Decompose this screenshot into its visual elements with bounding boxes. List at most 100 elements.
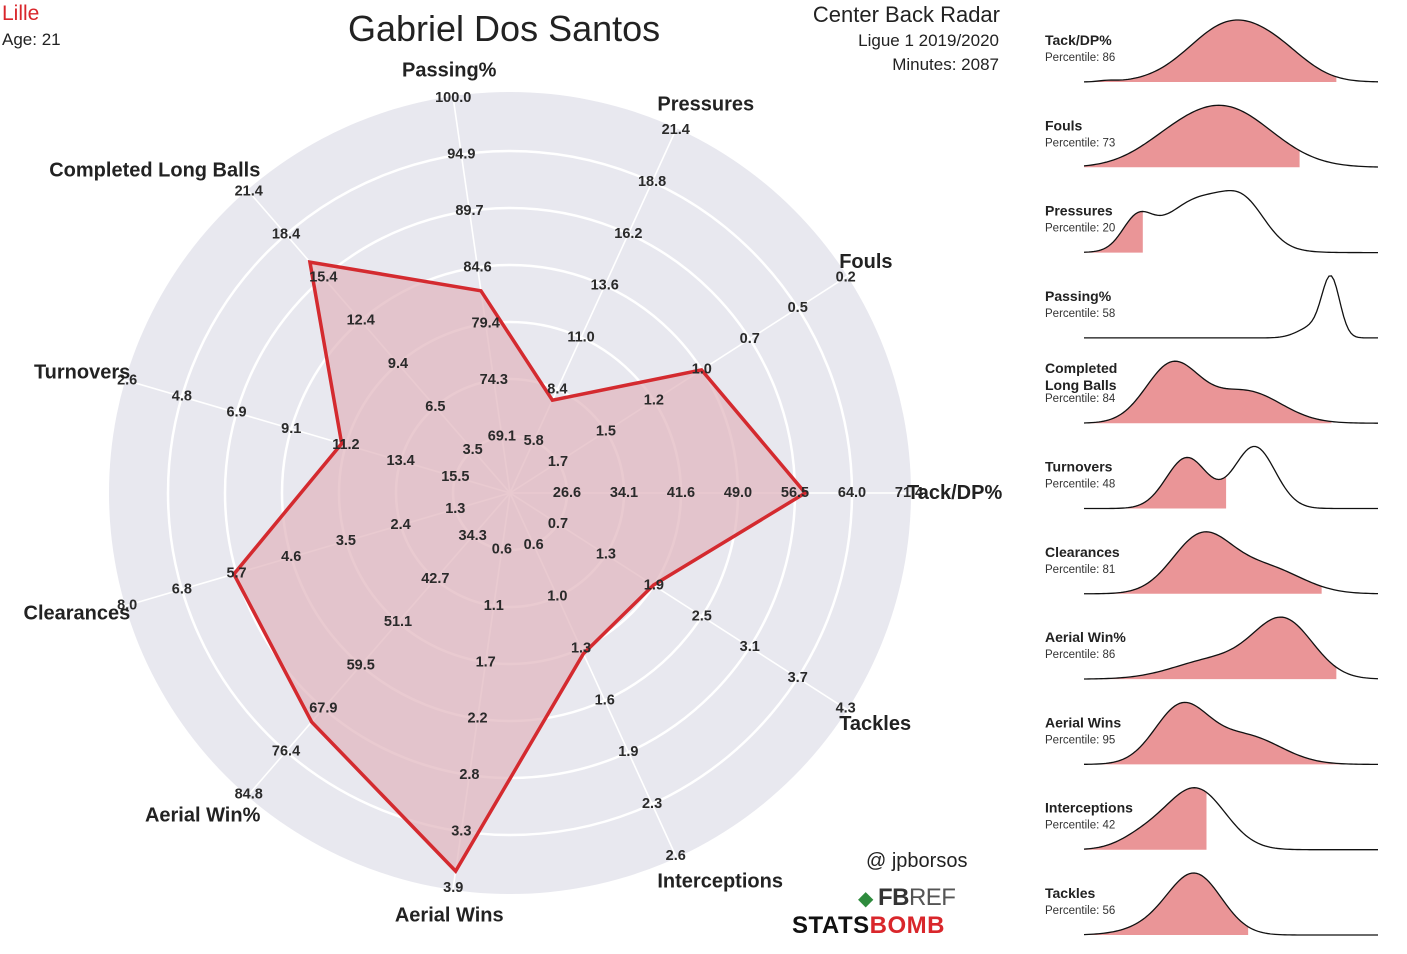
radar-tick-label: 15.5	[441, 469, 469, 485]
radar-tick-label: 6.5	[425, 399, 445, 415]
league-season: Ligue 1 2019/2020	[858, 31, 999, 50]
kde-metric-label: Clearances	[1045, 544, 1120, 560]
radar-tick-label: 84.6	[463, 259, 491, 275]
radar-tick-label: 16.2	[614, 226, 642, 242]
radar-tick-label: 21.4	[235, 183, 263, 199]
radar-tick-label: 1.7	[548, 454, 568, 470]
kde-fill-area	[1084, 531, 1322, 594]
radar-tick-label: 12.4	[347, 313, 375, 329]
kde-percentile-label: Percentile: 20	[1045, 223, 1115, 235]
radar-tick-label: 0.6	[492, 541, 512, 557]
kde-metric-label: Tack/DP%	[1045, 32, 1112, 48]
radar-tick-label: 0.2	[836, 269, 856, 285]
kde-fill-area	[1084, 457, 1227, 509]
radar-tick-label: 84.8	[235, 787, 263, 803]
radar-tick-label: 89.7	[455, 203, 483, 219]
kde-percentile-label: Percentile: 58	[1045, 308, 1115, 320]
fbref-logo: ◆ FBREF	[858, 884, 956, 911]
radar-tick-label: 42.7	[421, 571, 449, 587]
radar-axis-label: Aerial Win%	[145, 805, 261, 827]
radar-tick-label: 3.3	[451, 824, 471, 840]
radar-tick-label: 3.5	[336, 533, 356, 549]
radar-tick-label: 3.5	[463, 442, 483, 458]
radar-tick-label: 9.1	[281, 421, 301, 437]
kde-percentile-label: Percentile: 56	[1045, 905, 1115, 917]
radar-tick-label: 11.2	[332, 437, 359, 453]
radar-tick-label: 4.6	[281, 549, 301, 565]
kde-fill-area	[1084, 105, 1300, 168]
radar-tick-label: 1.3	[445, 501, 465, 517]
radar-tick-label: 94.9	[447, 146, 475, 162]
radar-tick-label: 2.5	[692, 608, 712, 624]
radar-tick-label: 21.4	[662, 122, 690, 138]
radar-tick-label: 3.9	[443, 880, 463, 896]
radar-tick-label: 4.3	[836, 701, 856, 717]
kde-metric-label: Tackles	[1045, 885, 1096, 901]
radar-axis-label: Aerial Wins	[395, 905, 504, 927]
radar-tick-label: 2.4	[391, 517, 411, 533]
radar-tick-label: 2.6	[666, 848, 686, 864]
kde-curve	[1083, 189, 1379, 254]
kde-percentile-label: Percentile: 73	[1045, 137, 1115, 149]
radar-tick-label: 34.3	[459, 528, 487, 544]
player-name: Gabriel Dos Santos	[348, 8, 661, 49]
kde-curve	[1083, 445, 1378, 510]
radar-tick-label: 5.7	[226, 565, 246, 581]
kde-metric-label: Pressures	[1045, 203, 1113, 219]
radar-tick-label: 8.0	[117, 597, 137, 613]
radar-tick-label: 11.0	[567, 329, 594, 345]
radar-axis-label: Pressures	[657, 94, 754, 116]
kde-fill-area	[1084, 361, 1332, 424]
kde-percentile-label: Percentile: 84	[1045, 393, 1116, 405]
team-name: Lille	[2, 2, 40, 25]
radar-tick-label: 71.4	[895, 485, 923, 501]
fbref-ball-icon: ◆	[858, 888, 878, 910]
radar-tick-label: 9.4	[388, 356, 408, 372]
radar-tick-label: 13.4	[387, 453, 415, 469]
kde-curve	[1084, 275, 1379, 339]
kde-metric-label: Interceptions	[1045, 800, 1133, 816]
kde-metric-label: Passing%	[1045, 288, 1112, 304]
radar-tick-label: 79.4	[472, 316, 500, 332]
kde-percentile-label: Percentile: 81	[1045, 564, 1115, 576]
author-credit: @ jpborsos	[866, 850, 968, 872]
kde-percentile-label: Percentile: 42	[1045, 820, 1115, 832]
radar-tick-label: 1.6	[595, 692, 615, 708]
kde-fill-area	[1084, 702, 1364, 765]
radar-tick-label: 0.7	[740, 331, 760, 347]
radar-tick-label: 1.9	[644, 577, 664, 593]
radar-tick-label: 0.7	[548, 516, 568, 532]
radar-tick-label: 64.0	[838, 485, 866, 501]
radar-tick-label: 15.4	[309, 270, 337, 286]
radar-tick-label: 1.0	[692, 362, 712, 378]
radar-tick-label: 2.6	[117, 373, 137, 389]
radar-tick-label: 26.6	[553, 485, 581, 501]
radar-tick-label: 8.4	[547, 381, 567, 397]
minutes-played: Minutes: 2087	[892, 55, 999, 74]
radar-tick-label: 13.6	[591, 278, 619, 294]
kde-fill-area	[1084, 20, 1337, 82]
kde-metric-label: Fouls	[1045, 117, 1083, 133]
radar-tick-label: 1.5	[596, 423, 616, 439]
radar-tick-label: 1.9	[618, 744, 638, 760]
kde-curve	[1083, 104, 1379, 168]
kde-curve	[1083, 531, 1379, 595]
kde-percentile-label: Percentile: 95	[1045, 734, 1115, 746]
player-polygon	[231, 259, 808, 875]
radar-title: Center Back Radar	[812, 2, 1000, 27]
kde-percentile-label: Percentile: 48	[1045, 479, 1115, 491]
radar-tick-label: 67.9	[309, 700, 337, 716]
radar-tick-label: 3.7	[788, 670, 808, 686]
radar-tick-label: 56.5	[781, 485, 809, 501]
radar-axis-label: Clearances	[24, 602, 131, 624]
radar-tick-label: 1.3	[571, 641, 591, 657]
player-age: Age: 21	[2, 30, 61, 49]
kde-curve	[1083, 360, 1379, 424]
kde-fill-area	[1084, 617, 1337, 680]
radar-tick-label: 4.8	[172, 389, 192, 405]
radar-tick-label: 6.9	[226, 405, 246, 421]
kde-metric-label: Completed	[1045, 360, 1117, 376]
radar-tick-label: 1.3	[596, 547, 616, 563]
kde-curve	[1083, 616, 1379, 680]
